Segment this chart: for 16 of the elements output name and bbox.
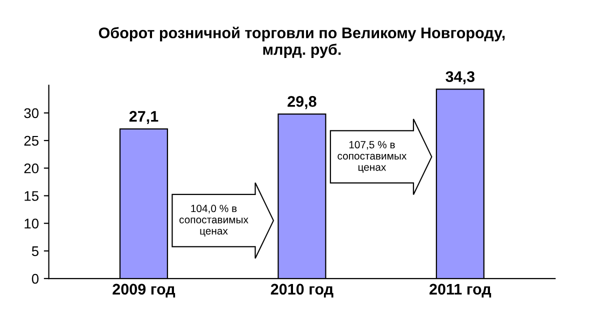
x-tick-label: 2009 год — [112, 284, 176, 298]
annotation: 104,0 % в сопоставимых ценах — [179, 204, 248, 237]
data-label: 27,1 — [129, 110, 158, 124]
y-tick-label: 0 — [32, 274, 39, 284]
chart-title: Оборот розничной торговли по Великому Новгороду, млрд. руб. — [98, 26, 505, 58]
y-tick-label: 30 — [24, 108, 39, 118]
annotation: 107,5 % в сопоставимых ценах — [338, 141, 407, 173]
data-label: 34,3 — [446, 71, 474, 84]
data-label: 29,8 — [288, 96, 316, 110]
y-tick-label: 5 — [32, 246, 38, 256]
y-tick-label: 20 — [24, 163, 39, 174]
x-tick-label: 2010 год — [270, 284, 334, 298]
x-tick-label: 2011 год — [430, 284, 492, 298]
y-tick-label: 10 — [24, 218, 39, 228]
y-tick-label: 15 — [24, 191, 38, 201]
y-tick-label: 25 — [24, 136, 38, 146]
